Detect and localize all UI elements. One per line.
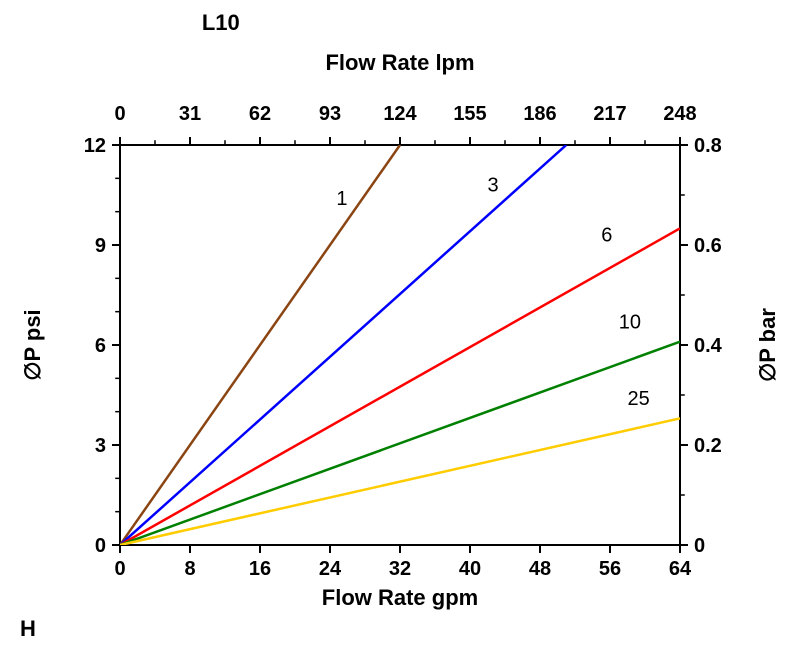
y-right-tick-label: 0	[694, 535, 705, 557]
series-line	[120, 418, 680, 545]
x-top-tick-label: 217	[593, 103, 626, 125]
x-bottom-tick-label: 64	[669, 558, 692, 580]
y-left-axis-title: ∅P psi	[20, 309, 45, 380]
plot-area	[120, 145, 680, 545]
x-top-tick-label: 0	[114, 103, 125, 125]
y-left-tick-label: 6	[95, 335, 106, 357]
series-group	[120, 145, 680, 545]
series-line	[120, 228, 680, 545]
x-top-tick-label: 93	[319, 103, 341, 125]
x-top-tick-label: 186	[523, 103, 556, 125]
y-left-tick-label: 0	[95, 535, 106, 557]
x-bottom-tick-label: 56	[599, 558, 621, 580]
series-label: 6	[601, 225, 612, 247]
x-top-tick-label: 124	[383, 103, 417, 125]
y-right-axis-title: ∅P bar	[755, 308, 780, 382]
x-bottom-tick-label: 48	[529, 558, 551, 580]
corner-label: H	[20, 616, 36, 641]
y-right-tick-label: 0.2	[694, 435, 722, 457]
series-line	[120, 145, 400, 545]
x-bottom-tick-label: 40	[459, 558, 481, 580]
series-label: 10	[619, 311, 641, 333]
series-label: 1	[336, 188, 347, 210]
x-top-tick-label: 248	[663, 103, 696, 125]
x-top-axis-title: Flow Rate lpm	[325, 50, 474, 75]
series-label: 3	[488, 175, 499, 197]
x-bottom-tick-label: 8	[184, 558, 195, 580]
y-right-tick-label: 0.6	[694, 235, 722, 257]
y-right-tick-label: 0.4	[694, 335, 723, 357]
y-left-tick-label: 12	[84, 135, 106, 157]
y-left-tick-label: 9	[95, 235, 106, 257]
series-label: 25	[628, 388, 650, 410]
series-line	[120, 342, 680, 545]
y-right-tick-label: 0.8	[694, 135, 722, 157]
pressure-flow-chart: L10 Flow Rate lpm Flow Rate gpm ∅P psi ∅P ba…	[0, 0, 798, 646]
chart-title: L10	[202, 10, 240, 35]
x-bottom-axis-title: Flow Rate gpm	[322, 585, 478, 610]
x-bottom-tick-label: 0	[114, 558, 125, 580]
chart-container: L10 Flow Rate lpm Flow Rate gpm ∅P psi ∅P ba…	[0, 0, 798, 646]
x-bottom-tick-label: 16	[249, 558, 271, 580]
x-bottom-tick-label: 24	[319, 558, 342, 580]
x-bottom-tick-label: 32	[389, 558, 411, 580]
x-top-tick-label: 155	[453, 103, 486, 125]
y-left-tick-label: 3	[95, 435, 106, 457]
x-top-tick-label: 31	[179, 103, 201, 125]
x-top-tick-label: 62	[249, 103, 271, 125]
